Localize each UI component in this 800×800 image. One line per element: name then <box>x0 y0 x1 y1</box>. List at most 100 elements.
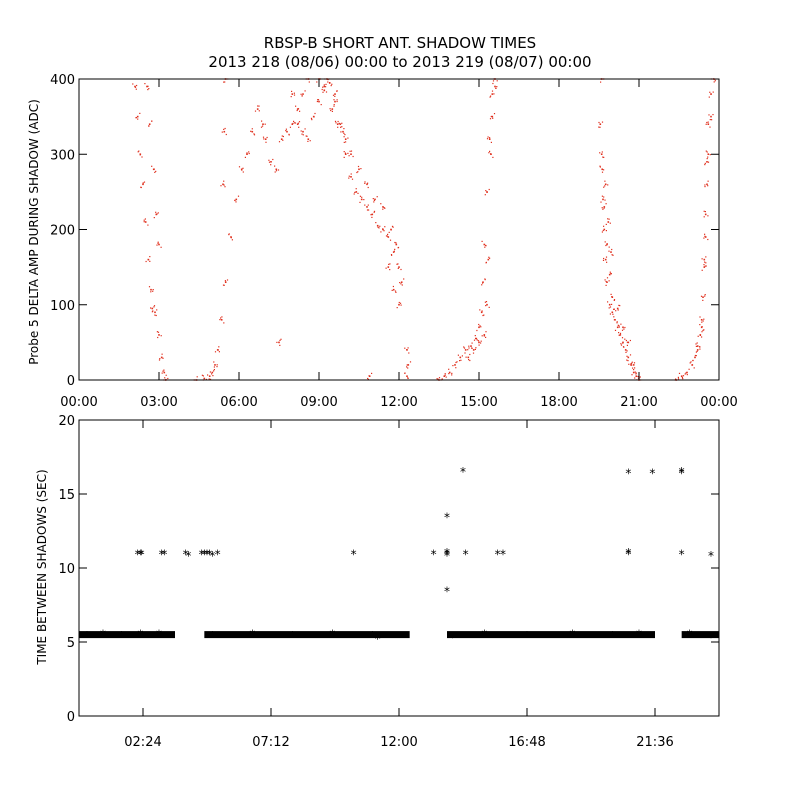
top-point-group <box>268 158 274 166</box>
top-data-point-speck <box>364 181 366 183</box>
top-data-point <box>240 168 243 171</box>
top-data-point <box>208 375 211 377</box>
top-data-point-speck <box>620 323 622 325</box>
top-point-group <box>708 114 714 121</box>
top-data-point-speck <box>265 141 267 143</box>
bottom-data-point: * <box>138 548 145 562</box>
top-data-point-speck <box>451 372 453 374</box>
top-data-point-speck <box>228 234 230 236</box>
top-point-group <box>396 263 402 271</box>
top-data-point-speck <box>403 278 405 280</box>
top-data-point-speck <box>608 218 610 220</box>
top-data-point-speck <box>390 229 392 231</box>
top-data-point <box>278 341 280 344</box>
top-point-group <box>332 90 338 97</box>
top-data-point-speck <box>438 377 441 379</box>
top-data-point-speck <box>681 376 683 379</box>
top-data-point <box>407 364 410 366</box>
top-point-group <box>701 256 707 264</box>
top-data-point-speck <box>156 213 158 215</box>
top-data-point-speck <box>142 182 144 184</box>
top-data-point-speck <box>143 221 145 223</box>
top-point-group <box>484 188 490 196</box>
top-data-point <box>323 85 326 88</box>
top-point-group <box>209 369 215 377</box>
top-data-point-speck <box>201 374 203 376</box>
top-data-point-speck <box>377 226 379 228</box>
top-data-point-speck <box>163 369 165 371</box>
top-data-point-speck <box>474 348 476 350</box>
bottom-y-axis-title: TIME BETWEEN SHADOWS (SEC) <box>35 469 49 665</box>
top-data-point-speck <box>598 121 600 124</box>
top-data-point-speck <box>220 317 222 319</box>
top-point-group <box>620 338 626 346</box>
top-data-point-speck <box>289 126 291 128</box>
top-data-point <box>491 93 494 95</box>
top-data-point-speck <box>338 122 340 124</box>
top-data-point-speck <box>608 246 610 248</box>
top-data-point-speck <box>152 290 154 292</box>
bottom-data-point: * <box>206 548 213 562</box>
top-data-point-speck <box>682 378 684 380</box>
top-data-point-speck <box>600 201 602 203</box>
top-data-point-speck <box>484 278 486 280</box>
top-data-point-speck <box>148 286 151 288</box>
top-data-point-speck <box>460 359 462 361</box>
top-data-point-speck <box>707 161 710 163</box>
top-point-group <box>140 181 146 189</box>
top-point-group <box>705 121 711 128</box>
bottom-data-point: * <box>449 631 456 645</box>
top-data-point-speck <box>140 186 142 189</box>
top-data-point-speck <box>150 307 152 309</box>
top-data-point-speck <box>605 256 608 258</box>
top-data-point-speck <box>604 180 606 182</box>
top-data-point <box>151 307 154 310</box>
top-data-point-speck <box>490 115 492 118</box>
top-data-point-speck <box>151 165 153 167</box>
top-data-point-speck <box>274 171 276 173</box>
top-data-point-speck <box>213 369 215 371</box>
top-data-point-speck <box>400 304 402 306</box>
top-data-point <box>144 221 147 223</box>
top-data-point <box>302 93 304 95</box>
top-data-point <box>223 130 226 133</box>
top-point-group <box>609 308 615 315</box>
top-data-point-speck <box>218 351 220 353</box>
top-data-point-speck <box>300 130 302 132</box>
bottom-data-point: * <box>625 546 632 560</box>
top-data-point <box>392 251 395 253</box>
top-data-point-speck <box>609 306 612 308</box>
top-data-point-speck <box>478 323 480 326</box>
top-data-point-speck <box>231 239 233 241</box>
bottom-x-tick-label: 07:12 <box>252 735 289 750</box>
top-data-point-speck <box>341 126 343 128</box>
top-data-point-speck <box>699 334 701 336</box>
top-data-point-speck <box>603 225 605 227</box>
top-data-point-speck <box>154 171 156 173</box>
top-point-group <box>620 323 626 331</box>
top-data-point-speck <box>293 122 295 124</box>
top-data-point-speck <box>628 363 630 365</box>
top-x-tick-label: 06:00 <box>220 395 257 410</box>
top-data-point <box>154 311 156 314</box>
top-data-point-speck <box>263 138 265 140</box>
top-data-point <box>604 258 607 261</box>
top-data-point-speck <box>625 351 627 353</box>
top-data-point-speck <box>279 344 281 346</box>
top-data-point-speck <box>605 203 607 205</box>
top-data-point-speck <box>703 318 705 320</box>
top-data-point-speck <box>148 259 150 261</box>
top-data-point-speck <box>603 257 605 260</box>
top-data-point-speck <box>155 170 157 172</box>
top-data-point-speck <box>468 359 470 361</box>
top-point-group <box>310 112 316 121</box>
top-point-group <box>262 136 268 143</box>
top-point-group <box>689 361 695 369</box>
top-data-point-speck <box>392 226 394 228</box>
top-data-point-speck <box>621 337 624 339</box>
top-data-point-speck <box>634 367 636 369</box>
top-data-point-speck <box>476 339 478 341</box>
top-data-point <box>142 183 144 186</box>
top-data-point-speck <box>622 342 624 344</box>
